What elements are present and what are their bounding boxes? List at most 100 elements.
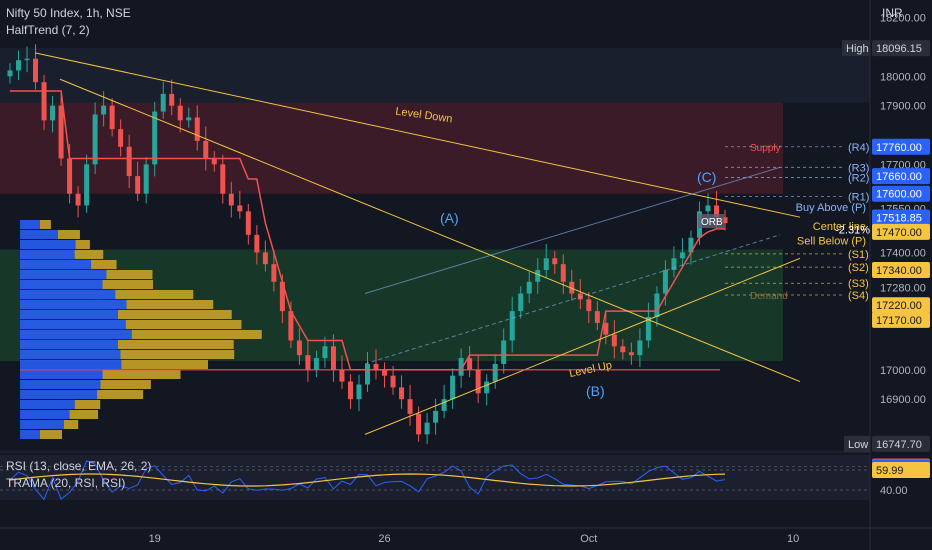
pivot-label: Center line xyxy=(813,221,866,233)
wave-a-label: (A) xyxy=(440,210,459,226)
candle-body xyxy=(271,264,277,282)
rsi-legend[interactable]: RSI (13, close, EMA, 26, 2) xyxy=(6,459,152,473)
candle-body xyxy=(518,293,524,312)
candle-body xyxy=(433,410,439,423)
candle-body xyxy=(135,176,141,194)
candle-body xyxy=(560,264,566,282)
time-tick-label: 19 xyxy=(149,533,161,545)
candle-body xyxy=(679,252,685,259)
level-badge: 17220.00 xyxy=(876,300,922,312)
candle-body xyxy=(705,205,711,212)
candle-body xyxy=(399,387,405,400)
profile-bar-blue xyxy=(20,270,107,279)
profile-bar-gold xyxy=(40,430,63,439)
candle-body xyxy=(484,381,490,394)
candle-body xyxy=(492,363,498,382)
candle-body xyxy=(50,105,56,121)
profile-bar-blue xyxy=(20,340,118,349)
candle-body xyxy=(296,340,302,356)
trama-legend[interactable]: TRAMA (20, RSI, RSI) xyxy=(6,476,126,490)
candle-body xyxy=(645,316,651,341)
candle-body xyxy=(424,422,430,435)
profile-bar-blue xyxy=(20,280,103,289)
level-badge: 17760.00 xyxy=(876,142,922,154)
candle-body xyxy=(245,211,251,235)
candle-body xyxy=(288,311,294,341)
level-badge: 17660.00 xyxy=(876,171,922,183)
profile-bar-gold xyxy=(40,220,51,229)
candle-body xyxy=(339,369,345,382)
pivot-levels: Supply (R4) (R3)(R2) (R1)Buy Above (P) Cente… xyxy=(725,142,869,302)
price-tick-label: 17400.00 xyxy=(880,247,926,259)
pivot-label: (S4) xyxy=(848,290,869,302)
profile-bar-blue xyxy=(20,310,118,319)
candle-body xyxy=(603,322,609,335)
profile-bar-gold xyxy=(74,250,104,259)
trendlines-layer xyxy=(20,52,801,435)
candle-body xyxy=(569,281,575,294)
zone-label: Demand xyxy=(750,291,788,302)
profile-bar-blue xyxy=(20,370,103,379)
price-badges: High 18096.15 Low 16747.70 17760.00 17660.00 1… xyxy=(842,40,930,479)
price-tick-label: 17000.00 xyxy=(880,365,926,377)
candle-body xyxy=(628,352,634,356)
low-badge: 16747.70 xyxy=(876,439,922,451)
rsi-badge: 59.99 xyxy=(876,465,904,477)
level-badge-bg xyxy=(872,311,930,328)
halftrend-legend[interactable]: HalfTrend (7, 2) xyxy=(6,23,90,37)
channel-mid xyxy=(364,234,781,365)
wave-b-label: (B) xyxy=(586,383,605,399)
profile-bar-blue xyxy=(20,320,126,329)
profile-bar-gold xyxy=(126,300,214,309)
level-badge: 17340.00 xyxy=(876,265,922,277)
candle-body xyxy=(620,346,626,353)
candle-body xyxy=(382,369,388,376)
profile-bar-gold xyxy=(69,410,99,419)
volume-profile xyxy=(20,220,262,439)
high-badge: 18096.15 xyxy=(876,43,922,55)
symbol-title[interactable]: Nifty 50 Index, 1h, NSE xyxy=(6,6,131,20)
low-label-bg xyxy=(844,435,870,452)
level-badge: 17170.00 xyxy=(876,315,922,327)
profile-bar-blue xyxy=(20,400,75,409)
candle-body xyxy=(101,105,107,115)
level-badge-bg xyxy=(872,297,930,314)
low-badge-bg xyxy=(872,435,930,452)
profile-bar-gold xyxy=(121,360,209,369)
profile-bar-blue xyxy=(20,390,98,399)
profile-bar-gold xyxy=(106,270,153,279)
profile-bar-gold xyxy=(102,370,181,379)
candle-body xyxy=(118,129,124,147)
candle-body xyxy=(92,114,98,165)
price-tick-label: 16900.00 xyxy=(880,394,926,406)
price-tick-label: 17280.00 xyxy=(880,283,926,295)
candle-body xyxy=(356,384,362,400)
profile-bar-blue xyxy=(20,220,40,229)
profile-bar-gold xyxy=(102,280,154,289)
profile-bar-gold xyxy=(74,400,101,409)
candle-body xyxy=(228,193,234,206)
change-label: -2.31% xyxy=(835,225,870,237)
candle-body xyxy=(688,237,694,253)
level-down-line xyxy=(34,52,801,218)
profile-bar-blue xyxy=(20,330,132,339)
candle-body xyxy=(722,217,728,224)
candle-body xyxy=(194,117,200,141)
profile-bar-blue xyxy=(20,410,70,419)
candle-body xyxy=(458,358,464,376)
profile-bar-gold xyxy=(131,330,262,339)
candle-body xyxy=(152,111,158,165)
zones-layer xyxy=(0,48,870,362)
candle-body xyxy=(637,340,643,356)
profile-bar-blue xyxy=(20,260,92,269)
candle-body xyxy=(611,334,617,347)
profile-bar-blue xyxy=(20,350,121,359)
candle-body xyxy=(143,164,149,194)
profile-bar-gold xyxy=(75,240,90,249)
candle-body xyxy=(654,293,660,317)
orb-label: ORB xyxy=(701,217,723,228)
level-up-line xyxy=(364,257,801,435)
descending-line xyxy=(59,78,801,383)
candle-body xyxy=(467,358,473,370)
